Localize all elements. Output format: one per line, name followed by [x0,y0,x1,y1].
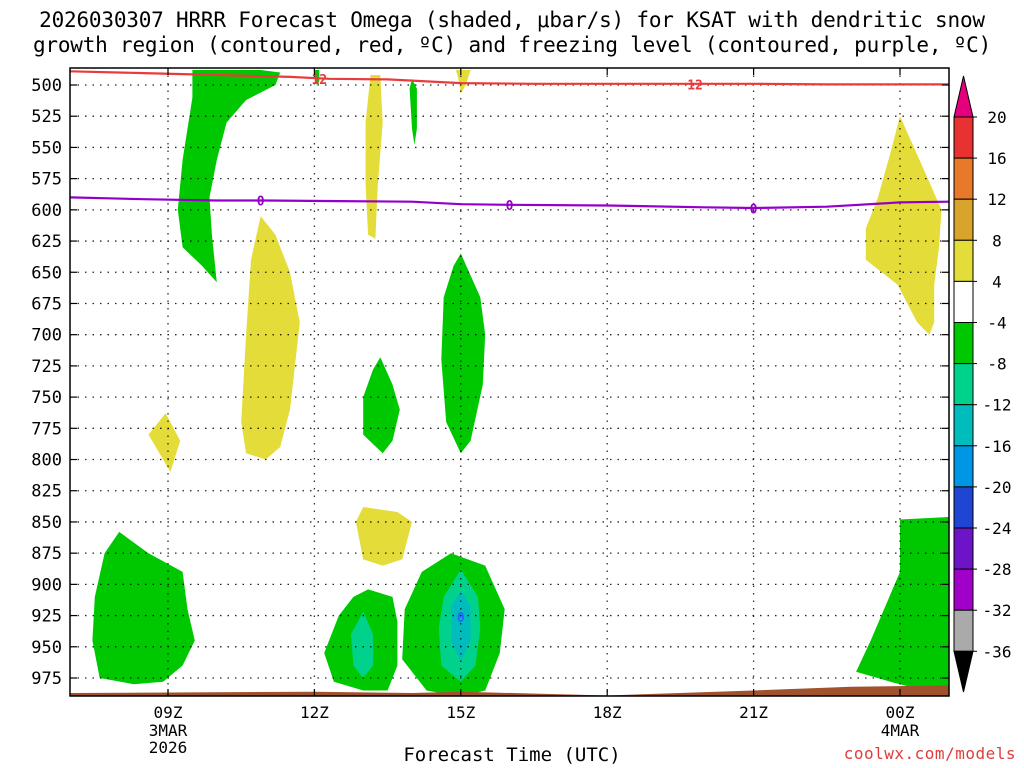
colorbar-label: 16 [987,149,1006,168]
colorbar-box [953,445,974,488]
y-tick-label: 750 [31,388,62,408]
contour-line [70,70,949,86]
omega-region [148,413,181,472]
x-tick-label: 21Z [739,703,768,722]
x-tick-sublabel: 2026 [149,738,188,757]
colorbar-box [953,322,974,365]
colorbar-label: 4 [992,272,1002,291]
x-tick-label: 00Z [886,703,915,722]
colorbar-label: -32 [983,601,1012,620]
omega-region [451,590,471,662]
colorbar-label: -20 [983,478,1012,497]
omega-region [363,357,400,454]
contour-label: 0 [506,199,514,214]
x-axis-label: Forecast Time (UTC) [403,744,621,766]
colorbar-label: -28 [983,560,1012,579]
y-tick-label: 775 [31,419,62,439]
y-tick-label: 925 [31,607,62,627]
omega-region [351,611,373,678]
colorbar-label: -8 [987,355,1006,374]
colorbar-bottom-arrow [953,650,974,693]
omega-region [365,75,383,239]
omega-region [865,116,942,335]
axes: 500 525 550 575 600 625 650 675 700 725 750 775 800 8… [31,68,949,757]
plot-frame [69,67,950,697]
y-tick-label: 600 [31,201,62,221]
colorbar-label: -16 [983,437,1012,456]
contour-label: 0 [457,611,465,626]
colorbar-box [953,527,974,570]
y-tick-label: 575 [31,170,62,190]
omega-region [355,507,412,566]
x-tick-label: 18Z [593,703,622,722]
x-tick-sublabel: 3MAR [149,721,188,740]
x-tick-label: 15Z [446,703,475,722]
y-tick-label: 625 [31,232,62,252]
y-tick-label: 550 [31,138,62,158]
chart-title: 2026030307 HRRR Forecast Omega (shaded, … [0,8,1024,58]
colorbar-label: 8 [992,231,1002,250]
colorbar-box [953,363,974,406]
colorbar-label: 12 [987,190,1006,209]
contour-layer: 12 12 0 0 0 0 [70,70,949,626]
colorbar-top-arrow [953,75,974,118]
omega-region [241,216,300,460]
y-tick-label: 675 [31,294,62,314]
y-tick-label: 900 [31,575,62,595]
y-tick-label: 500 [31,76,62,96]
colorbar-label: 20 [987,108,1006,127]
colorbar-box [953,116,974,159]
y-tick-label: 850 [31,513,62,533]
x-tick-sublabel: 4MAR [881,721,920,740]
x-tick-label: 12Z [300,703,329,722]
y-tick-label: 950 [31,638,62,658]
contour-label: 12 [311,73,327,88]
colorbar-box [953,239,974,282]
y-tick-label: 725 [31,357,62,377]
omega-region [441,253,486,454]
omega-region [177,70,281,283]
y-tick-label: 825 [31,482,62,502]
colorbar-box [953,157,974,200]
y-tick-label: 875 [31,544,62,564]
colorbar-label: -12 [983,396,1012,415]
omega-region [92,531,195,685]
colorbar-label: -36 [983,642,1012,661]
colorbar-legend: 20 16 12 8 4 -4 -8 -12 -16 -20 -24 -28 -32 -36 [953,75,1012,693]
omega-region [409,78,417,145]
credit-link[interactable]: coolwx.com/models [843,744,1016,763]
y-tick-label: 800 [31,451,62,471]
contour-label: 0 [257,194,265,209]
contour-label: 12 [687,78,703,93]
y-tick-label: 650 [31,263,62,283]
colorbar-box [953,280,974,323]
colorbar-box [953,198,974,241]
title-line-2: growth region (contoured, red, ºC) and f… [32,33,992,57]
colorbar-box [953,609,974,652]
omega-region [856,517,949,696]
title-line-1: 2026030307 HRRR Forecast Omega (shaded, … [39,8,985,32]
y-tick-label: 975 [31,669,62,689]
colorbar-box [953,404,974,447]
colorbar-box [953,486,974,529]
shaded-omega-layer [70,70,949,696]
y-tick-label: 525 [31,107,62,127]
omega-region [455,70,471,94]
contour-label: 0 [750,203,758,218]
y-tick-label: 700 [31,326,62,346]
contour-line [70,196,949,210]
colorbar-box [953,568,974,611]
terrain-surface [70,685,949,696]
x-tick-label: 09Z [154,703,183,722]
colorbar-label: -24 [983,519,1012,538]
colorbar-label: -4 [987,314,1006,333]
